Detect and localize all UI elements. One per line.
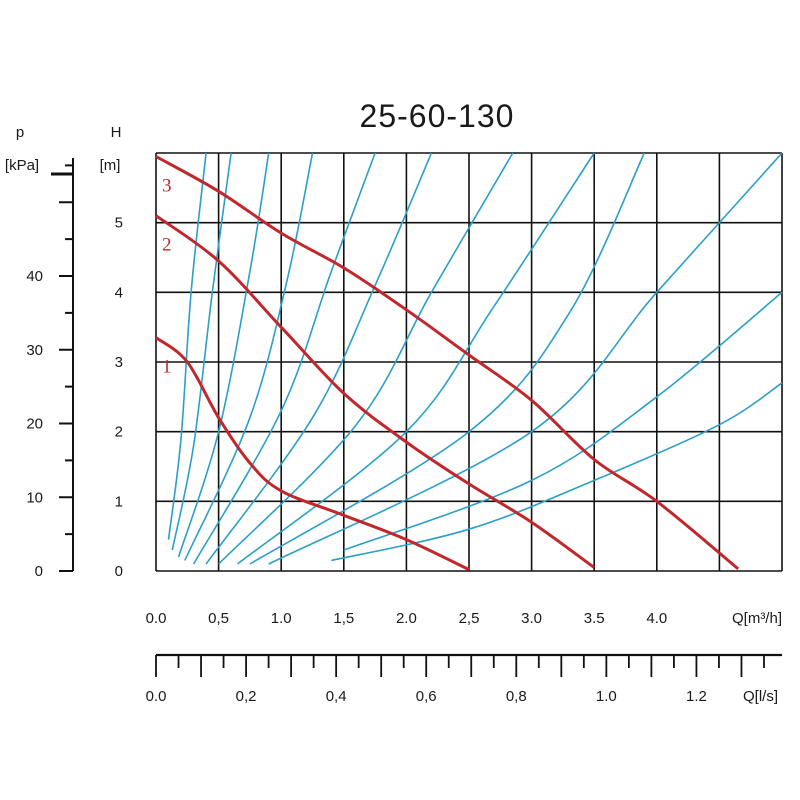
system-curve-2 xyxy=(171,152,232,551)
chart-labels: 0 1 2 3 4 5 H [m] 0 10 20 30 40 p [kPa] 0.0 0,5 1.0 1,5 2.0… xyxy=(5,124,782,705)
flow-m3h-tick-label: 3.5 xyxy=(584,610,605,627)
h-tick-label: 4 xyxy=(115,284,123,301)
system-curve-6 xyxy=(205,152,433,565)
flow-ls-tick-label: 1.2 xyxy=(686,688,707,705)
h-axis-label: H xyxy=(111,124,122,141)
flow-m3h-tick-label: 1,5 xyxy=(333,610,354,627)
flow-m3h-tick-label: 3.0 xyxy=(521,610,542,627)
flow-m3h-tick-label: 4.0 xyxy=(646,610,667,627)
flow-m3h-axis-label: Q[m³/h] xyxy=(732,610,782,627)
system-curve-7 xyxy=(218,152,514,565)
pressure-tick-label: 10 xyxy=(26,489,43,506)
chart-title: 25-60-130 xyxy=(360,98,515,134)
flow-ls-tick-label: 0,8 xyxy=(506,688,527,705)
system-curve-9 xyxy=(249,152,646,565)
pressure-tick-label: 40 xyxy=(26,268,43,285)
flow-ls-tick-label: 1.0 xyxy=(596,688,617,705)
pressure-tick-label: 0 xyxy=(35,563,43,580)
flow-ls-tick-label: 0,2 xyxy=(236,688,257,705)
flow-m3h-tick-label: 0,5 xyxy=(208,610,229,627)
pump-curve-3 xyxy=(155,155,740,571)
flow-m3h-tick-label: 2.0 xyxy=(396,610,417,627)
h-tick-label: 1 xyxy=(115,493,123,510)
pump-curve-1 xyxy=(155,336,470,571)
h-tick-label: 2 xyxy=(115,424,123,441)
pressure-tick-label: 20 xyxy=(26,416,43,433)
system-curve-8 xyxy=(236,152,595,565)
system-curve-12 xyxy=(331,382,783,562)
system-curve-3 xyxy=(177,152,270,558)
h-tick-label: 3 xyxy=(115,354,123,371)
flow-ls-axis-label: Q[l/s] xyxy=(743,688,778,705)
pressure-tick-label: 30 xyxy=(26,342,43,359)
h-axis-unit: [m] xyxy=(100,157,121,174)
h-tick-label: 5 xyxy=(115,215,123,232)
chart-axes xyxy=(51,158,782,677)
pump-curve-label-2: 2 xyxy=(162,235,172,256)
flow-m3h-tick-label: 2,5 xyxy=(459,610,480,627)
flow-m3h-tick-label: 1.0 xyxy=(271,610,292,627)
pump-curve-2 xyxy=(155,214,596,569)
system-curve-10 xyxy=(268,152,783,565)
flow-ls-tick-label: 0,6 xyxy=(416,688,437,705)
chart-grid xyxy=(155,152,783,572)
pump-curves: 1 2 3 xyxy=(155,155,740,571)
pump-curve-label-3: 3 xyxy=(162,175,172,196)
flow-ls-tick-label: 0.0 xyxy=(146,688,167,705)
system-curve-5 xyxy=(192,152,376,565)
h-tick-label: 0 xyxy=(115,563,123,580)
system-curves xyxy=(167,152,783,565)
system-curve-11 xyxy=(343,291,783,551)
flow-ls-tick-label: 0,4 xyxy=(326,688,347,705)
system-curve-4 xyxy=(184,152,314,561)
flow-m3h-tick-label: 0.0 xyxy=(146,610,167,627)
pressure-axis-unit: [kPa] xyxy=(5,157,39,174)
pressure-axis-label: p xyxy=(16,124,24,141)
pump-curve-label-1: 1 xyxy=(162,357,172,378)
